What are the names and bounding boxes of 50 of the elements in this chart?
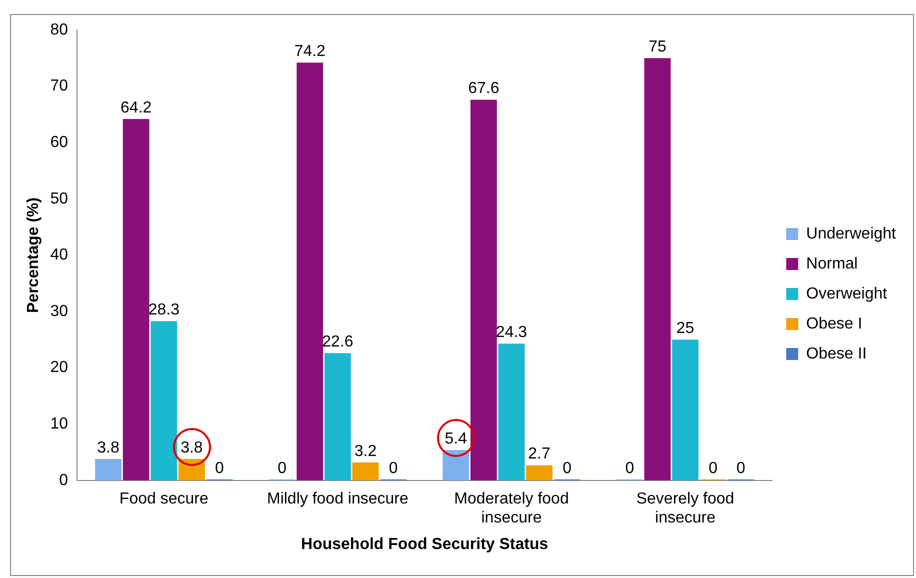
data-label: 5.4	[444, 430, 468, 448]
legend-label: Underweight	[806, 225, 897, 242]
bar	[296, 62, 324, 480]
data-label: 0	[388, 460, 398, 477]
bar	[324, 353, 351, 480]
bar	[672, 340, 698, 480]
y-axis-title: Percentage (%)	[25, 197, 42, 313]
data-label: 3.8	[97, 439, 120, 456]
y-tick-label: 80	[50, 21, 68, 38]
data-label: 3.2	[354, 442, 377, 460]
data-label: 0	[278, 460, 287, 477]
y-tick-label: 60	[50, 134, 68, 152]
bar	[644, 58, 671, 480]
data-label: 74.2	[294, 43, 326, 60]
x-tick-label: Moderately food insecure	[454, 490, 569, 527]
y-tick-label: 20	[50, 359, 68, 376]
x-axis-title: Household Food Security Status	[301, 536, 548, 553]
legend-label: Obese I	[806, 315, 862, 332]
data-label: 0	[562, 460, 572, 477]
bar	[95, 459, 122, 480]
bar	[498, 344, 525, 480]
bar	[122, 118, 150, 480]
y-tick-label: 50	[50, 190, 68, 208]
data-label: 67.6	[468, 80, 500, 98]
data-label: 0	[625, 460, 634, 477]
data-label: 64.2	[120, 99, 152, 116]
data-label: 75	[648, 38, 666, 56]
bar	[352, 462, 379, 480]
data-label: 0	[736, 460, 746, 477]
y-tick-label: 0	[59, 472, 68, 489]
bar	[526, 465, 552, 480]
x-tick-label: Food secure	[119, 490, 208, 508]
data-label: 3.8	[180, 439, 203, 456]
y-tick-label: 30	[50, 302, 68, 320]
data-label: 0	[708, 460, 718, 477]
x-tick-label: Severely food insecure	[636, 490, 734, 527]
legend-label: Overweight	[806, 285, 888, 302]
x-tick-label: Mildly food insecure	[266, 490, 408, 508]
bar	[150, 321, 178, 480]
y-tick-label: 40	[50, 246, 68, 264]
data-label: 0	[215, 460, 224, 477]
y-tick-label: 10	[50, 416, 68, 433]
data-label: 2.7	[528, 446, 551, 463]
legend-label: Normal	[806, 255, 858, 272]
data-label: 22.6	[322, 334, 354, 351]
y-tick-label: 70	[50, 78, 68, 95]
legend-label: Obese II	[806, 345, 867, 362]
bar	[442, 450, 470, 480]
bar	[470, 100, 497, 480]
data-label: 25	[676, 320, 694, 338]
